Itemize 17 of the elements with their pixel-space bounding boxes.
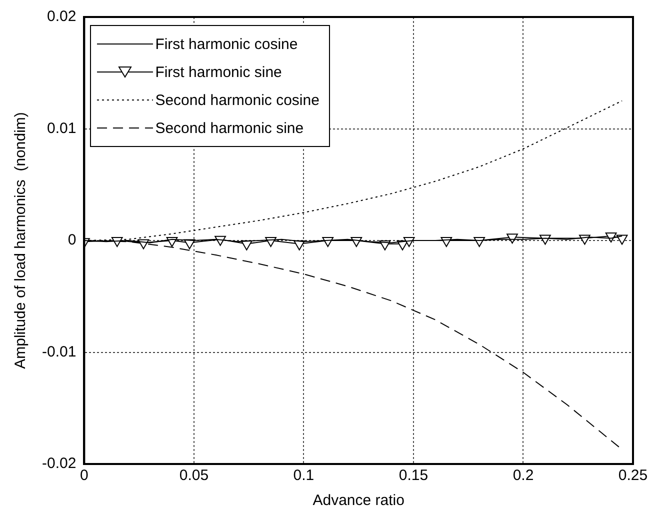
x-tick-label: 0.1 xyxy=(293,467,314,484)
legend-label: Second harmonic cosine xyxy=(155,92,320,108)
legend-label: First harmonic cosine xyxy=(155,36,298,52)
x-tick-label: 0.2 xyxy=(512,467,534,484)
x-tick-label: 0 xyxy=(80,467,88,484)
y-tick-label: 0 xyxy=(68,232,76,249)
y-tick-label: 0.02 xyxy=(46,8,76,26)
y-tick-label: -0.01 xyxy=(42,343,76,360)
y-tick-label: 0.01 xyxy=(46,120,76,137)
y-axis-title: Amplitude of load harmonics (nondim) xyxy=(12,112,30,369)
x-tick-label: 0.05 xyxy=(179,467,209,484)
x-axis-title: Advance ratio xyxy=(312,492,404,510)
x-tick-label: 0.15 xyxy=(398,467,428,484)
legend-label: Second harmonic sine xyxy=(155,120,304,136)
legend-label: First harmonic sine xyxy=(155,64,282,80)
y-tick-label: -0.02 xyxy=(42,455,76,472)
x-tick-label: 0.25 xyxy=(618,467,648,484)
